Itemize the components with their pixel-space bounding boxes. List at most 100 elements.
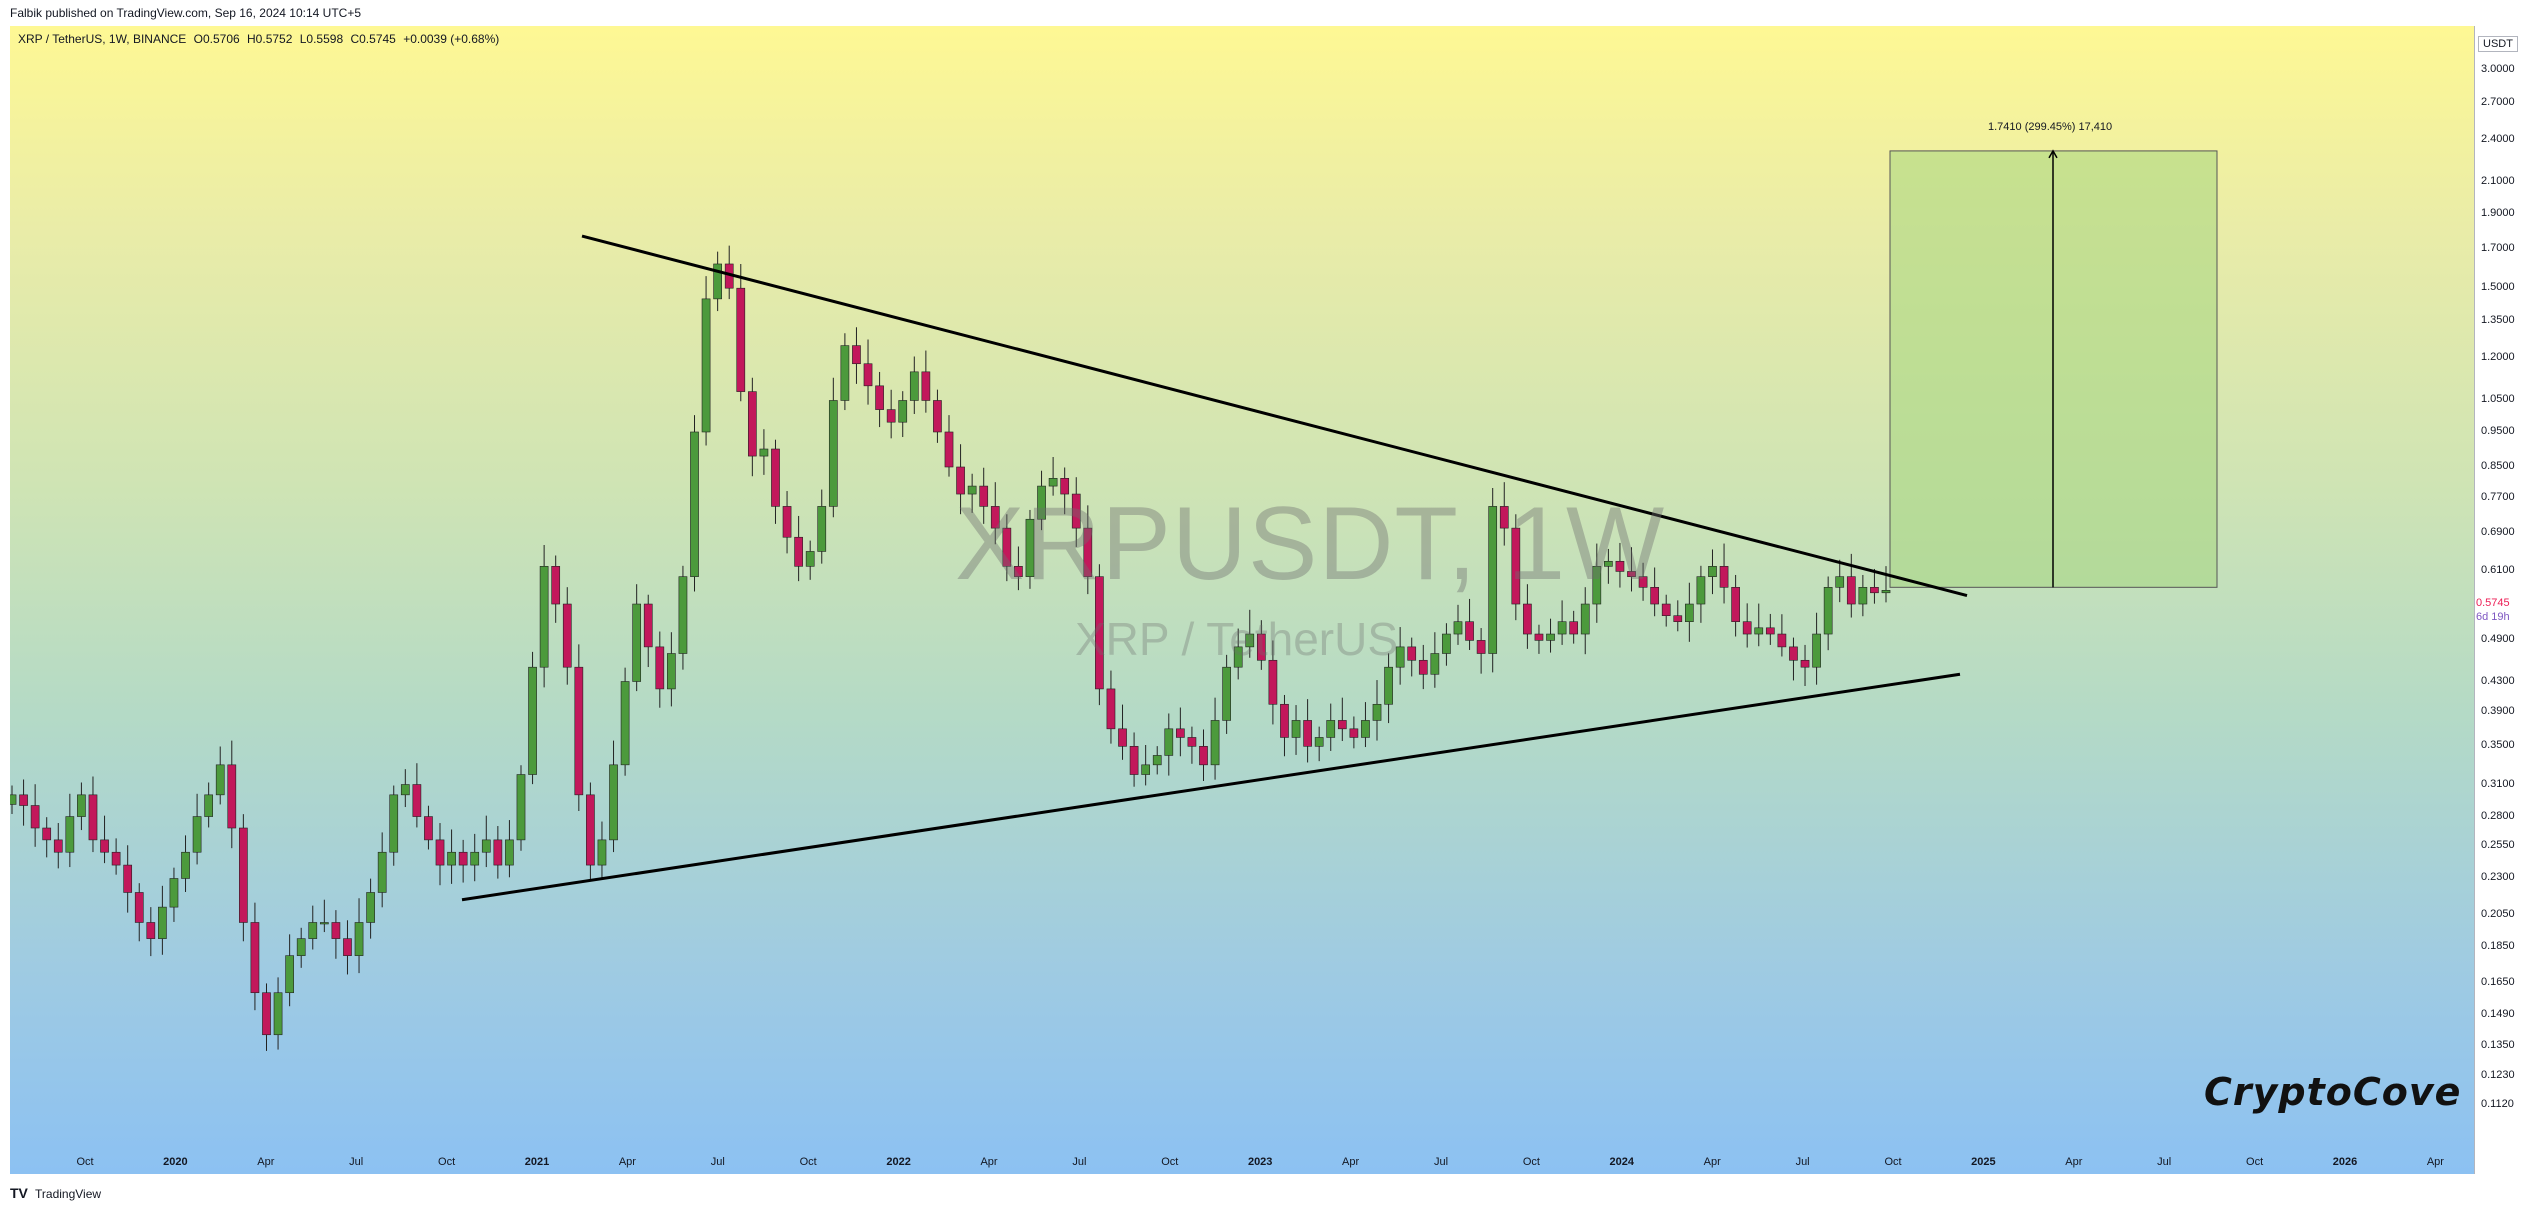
candle-body[interactable]: [319, 922, 329, 925]
candle-body[interactable]: [400, 784, 410, 796]
candle-body[interactable]: [470, 851, 480, 866]
candle-body[interactable]: [1048, 478, 1058, 487]
candle-body[interactable]: [262, 992, 271, 1036]
candle-body[interactable]: [1546, 633, 1555, 641]
candle-body[interactable]: [366, 892, 375, 923]
candle-body[interactable]: [204, 794, 214, 817]
candle-body[interactable]: [123, 864, 133, 893]
candle-body[interactable]: [1164, 728, 1174, 756]
candle-body[interactable]: [863, 363, 873, 387]
candle-body[interactable]: [1858, 587, 1868, 605]
candle-body[interactable]: [933, 400, 942, 433]
candle-body[interactable]: [1846, 576, 1856, 605]
ascending-support-line[interactable]: [461, 672, 1961, 902]
candle-body[interactable]: [1499, 506, 1509, 529]
candle-body[interactable]: [944, 431, 954, 468]
candle-body[interactable]: [42, 827, 52, 841]
candle-body[interactable]: [169, 878, 179, 908]
candle-body[interactable]: [667, 653, 676, 690]
candle-body[interactable]: [632, 603, 642, 682]
candle-body[interactable]: [1349, 728, 1359, 738]
candle-body[interactable]: [1823, 587, 1833, 635]
candle-body[interactable]: [1708, 566, 1717, 577]
candle-body[interactable]: [88, 794, 98, 841]
candle-body[interactable]: [1083, 527, 1093, 577]
candle-body[interactable]: [794, 536, 803, 567]
candle-body[interactable]: [10, 794, 17, 805]
candle-body[interactable]: [1638, 576, 1648, 588]
candle-body[interactable]: [516, 774, 526, 841]
candle-body[interactable]: [65, 816, 75, 853]
candle-body[interactable]: [1604, 560, 1613, 567]
candle-body[interactable]: [840, 345, 850, 401]
candle-body[interactable]: [30, 805, 40, 829]
candle-body[interactable]: [1719, 566, 1729, 588]
candle-body[interactable]: [805, 551, 815, 567]
candle-body[interactable]: [158, 906, 167, 939]
candle-body[interactable]: [146, 922, 156, 939]
candle-body[interactable]: [1037, 485, 1046, 520]
candle-body[interactable]: [1407, 646, 1417, 661]
candle-body[interactable]: [1095, 576, 1104, 690]
candle-body[interactable]: [447, 851, 456, 866]
candle-body[interactable]: [747, 391, 757, 457]
candle-body[interactable]: [343, 938, 352, 956]
candle-body[interactable]: [528, 666, 537, 775]
candle-body[interactable]: [1314, 737, 1324, 747]
candle-body[interactable]: [1176, 728, 1185, 738]
candle-body[interactable]: [1118, 728, 1127, 747]
candle-body[interactable]: [1557, 621, 1567, 635]
candle-body[interactable]: [1141, 764, 1151, 775]
candle-body[interactable]: [111, 851, 121, 866]
candle-body[interactable]: [493, 839, 503, 866]
candle-body[interactable]: [354, 922, 364, 956]
candle-body[interactable]: [1025, 518, 1035, 577]
candle-body[interactable]: [77, 794, 86, 817]
descending-resistance-line[interactable]: [581, 234, 1968, 598]
candle-body[interactable]: [1453, 621, 1463, 635]
tradingview-footer[interactable]: TV TradingView: [10, 1185, 101, 1201]
candle-body[interactable]: [979, 485, 989, 507]
candle-body[interactable]: [1210, 720, 1220, 766]
candle-body[interactable]: [1361, 720, 1370, 738]
candle-body[interactable]: [1870, 587, 1879, 594]
candle-body[interactable]: [643, 603, 653, 648]
candle-body[interactable]: [1233, 646, 1243, 668]
candle-body[interactable]: [308, 922, 318, 939]
candle-body[interactable]: [458, 851, 468, 866]
candle-body[interactable]: [424, 816, 433, 841]
price-axis-unit[interactable]: USDT: [2478, 36, 2518, 52]
candle-body[interactable]: [1291, 720, 1301, 738]
candle-body[interactable]: [1511, 527, 1521, 605]
candle-body[interactable]: [701, 298, 711, 433]
candle-body[interactable]: [1742, 621, 1752, 635]
chart-pane[interactable]: [10, 26, 2474, 1174]
candle-body[interactable]: [1256, 633, 1266, 661]
candle-body[interactable]: [1835, 576, 1845, 588]
candle-body[interactable]: [1661, 603, 1671, 616]
candle-body[interactable]: [1800, 659, 1810, 668]
candle-body[interactable]: [1418, 659, 1428, 675]
candle-body[interactable]: [250, 922, 260, 994]
candle-body[interactable]: [828, 400, 838, 507]
candle-body[interactable]: [296, 938, 306, 956]
candle-body[interactable]: [227, 764, 237, 829]
candle-body[interactable]: [817, 506, 827, 552]
candle-body[interactable]: [134, 892, 144, 923]
candle-body[interactable]: [574, 666, 584, 796]
candle-body[interactable]: [1812, 633, 1821, 668]
candle-body[interactable]: [1465, 621, 1474, 641]
candle-body[interactable]: [1106, 688, 1116, 730]
candle-body[interactable]: [1268, 659, 1278, 705]
candle-body[interactable]: [1523, 603, 1532, 635]
candle-body[interactable]: [285, 955, 294, 994]
candle-body[interactable]: [1199, 746, 1208, 766]
candle-body[interactable]: [1303, 720, 1312, 747]
candle-body[interactable]: [1696, 576, 1706, 605]
candle-body[interactable]: [435, 839, 445, 866]
candle-body[interactable]: [620, 681, 630, 766]
candle-body[interactable]: [875, 385, 884, 410]
candle-body[interactable]: [990, 506, 1000, 529]
candle-body[interactable]: [1152, 755, 1162, 766]
candle-body[interactable]: [1395, 646, 1405, 668]
